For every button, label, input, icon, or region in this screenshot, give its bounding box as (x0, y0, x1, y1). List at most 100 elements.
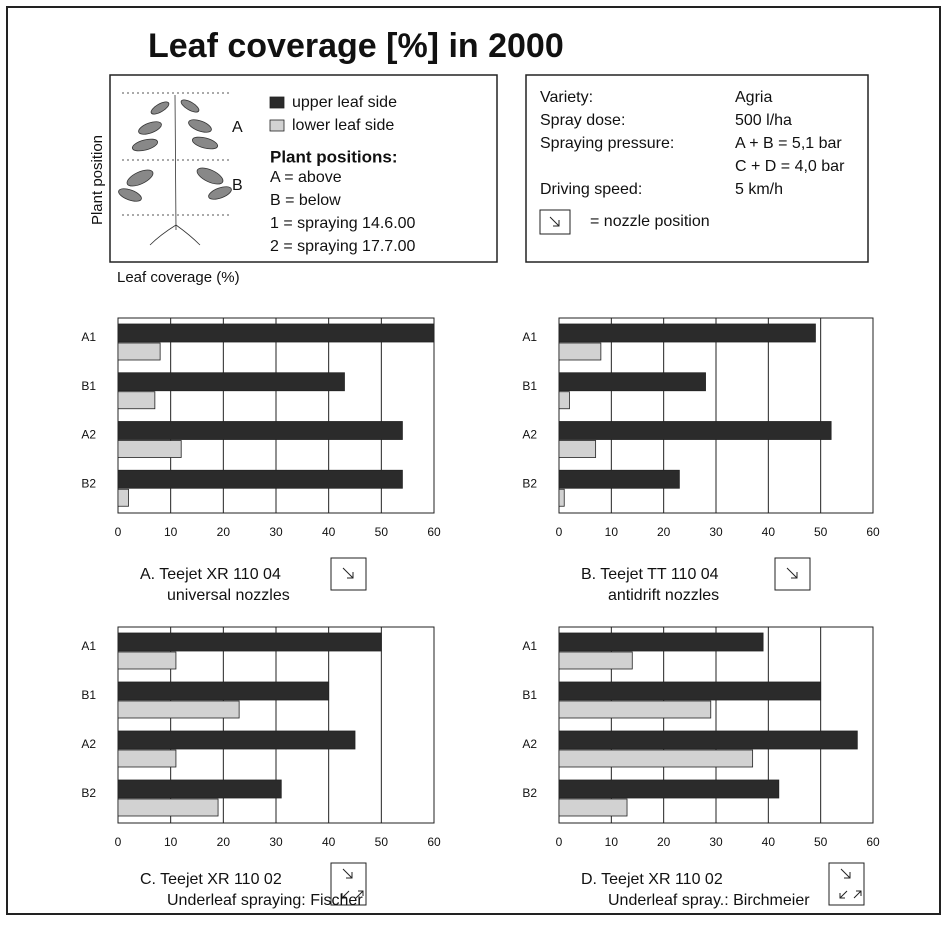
x-tick-label: 10 (164, 525, 178, 539)
x-tick-label: 50 (375, 835, 389, 849)
legend: upper leaf side lower leaf side (270, 94, 397, 134)
x-tick-label: 0 (556, 835, 563, 849)
y-tick-label: B1 (522, 688, 537, 702)
bar (559, 652, 632, 669)
nozzle-note: = nozzle position (590, 213, 710, 230)
plant-label: B (232, 177, 243, 194)
positions-list: A = above B = below 1 = spraying 14.6.00 2 … (270, 169, 416, 255)
info-label: Spraying pressure: (540, 135, 674, 152)
x-tick-label: 20 (657, 525, 671, 539)
y-tick-label: A2 (81, 428, 96, 442)
x-tick-label: 30 (269, 835, 283, 849)
x-tick-label: 50 (375, 525, 389, 539)
bar (559, 392, 569, 409)
position-item: 2 = spraying 17.7.00 (270, 238, 416, 255)
x-tick-label: 40 (322, 835, 336, 849)
bar (118, 682, 329, 700)
x-tick-label: 50 (814, 525, 828, 539)
info-value: Agria (735, 89, 772, 106)
x-tick-label: 0 (115, 525, 122, 539)
bar-chart: 0 10 20 30 40 50 60 A1 B1 A2 B2 C. Teejet XR 110 02… (81, 627, 441, 909)
chart-caption: antidrift nozzles (608, 587, 719, 604)
x-tick-label: 10 (605, 835, 619, 849)
y-tick-label: B1 (81, 379, 96, 393)
bar (118, 392, 155, 409)
info-label: Driving speed: (540, 181, 642, 198)
y-tick-label: A2 (81, 737, 96, 751)
bar (118, 373, 344, 391)
bar (559, 780, 779, 798)
x-tick-label: 60 (427, 835, 441, 849)
x-tick-label: 30 (269, 525, 283, 539)
chart-caption: Underleaf spray.: Birchmeier (608, 892, 810, 909)
bar (118, 633, 381, 651)
bar (559, 324, 815, 342)
bar (118, 343, 160, 360)
bar (118, 422, 402, 440)
y-tick-label: A1 (522, 639, 537, 653)
legend-label: upper leaf side (292, 94, 397, 111)
position-item: B = below (270, 192, 341, 209)
x-tick-label: 0 (556, 525, 563, 539)
charts: 0 10 20 30 40 50 60 A1 B1 A2 B2 A. Teejet XR 110 04… (81, 318, 880, 909)
x-tick-label: 40 (762, 525, 776, 539)
y-tick-label: A1 (522, 330, 537, 344)
bar (559, 373, 706, 391)
info-label: Spray dose: (540, 112, 625, 129)
x-tick-label: 10 (164, 835, 178, 849)
y-tick-label: A2 (522, 737, 537, 751)
x-tick-label: 40 (322, 525, 336, 539)
x-tick-label: 0 (115, 835, 122, 849)
bar (118, 799, 218, 816)
legend-swatch (270, 120, 284, 131)
bar (118, 731, 355, 749)
positions-heading: Plant positions: (270, 147, 398, 166)
chart-caption: Underleaf spraying: Fischer (167, 892, 363, 909)
info-label: Variety: (540, 89, 593, 106)
y-tick-label: A2 (522, 428, 537, 442)
bar (559, 682, 821, 700)
page: Leaf coverage [%] in 2000 A B Plant posi… (0, 0, 947, 926)
bar (118, 441, 181, 458)
info-value: A + B = 5,1 bar (735, 135, 842, 152)
chart-caption: D. Teejet XR 110 02 (581, 871, 723, 888)
legend-swatch (270, 97, 284, 108)
bar (559, 422, 831, 440)
bar (118, 324, 434, 342)
y-tick-label: B1 (81, 688, 96, 702)
y-tick-label: B2 (522, 786, 537, 800)
bar (559, 489, 564, 506)
x-tick-label: 20 (217, 525, 231, 539)
bar (559, 470, 679, 488)
plant-label: A (232, 119, 243, 136)
legend-label: lower leaf side (292, 117, 394, 134)
y-tick-label: A1 (81, 639, 96, 653)
x-tick-label: 10 (605, 525, 619, 539)
x-tick-label: 50 (814, 835, 828, 849)
plant-illustration (117, 95, 233, 245)
y-tick-label: B2 (522, 476, 537, 490)
chart-caption: C. Teejet XR 110 02 (140, 871, 282, 888)
y-axis-label: Plant position (89, 135, 106, 225)
position-item: A = above (270, 169, 342, 186)
x-tick-label: 30 (709, 835, 723, 849)
bar (118, 701, 239, 718)
bar (559, 441, 596, 458)
x-axis-label: Leaf coverage (%) (117, 269, 240, 286)
nozzle-icon (540, 210, 570, 234)
x-tick-label: 60 (427, 525, 441, 539)
y-tick-label: B2 (81, 786, 96, 800)
bar (118, 470, 402, 488)
y-tick-label: A1 (81, 330, 96, 344)
bar (118, 780, 281, 798)
position-item: 1 = spraying 14.6.00 (270, 215, 416, 232)
x-tick-label: 40 (762, 835, 776, 849)
chart-caption: B. Teejet TT 110 04 (581, 566, 719, 583)
bar (559, 633, 763, 651)
chart-caption: A. Teejet XR 110 04 (140, 566, 281, 583)
chart-caption: universal nozzles (167, 587, 290, 604)
figure: Leaf coverage [%] in 2000 A B Plant posi… (0, 0, 947, 921)
bar (559, 799, 627, 816)
x-tick-label: 20 (217, 835, 231, 849)
bar (118, 750, 176, 767)
